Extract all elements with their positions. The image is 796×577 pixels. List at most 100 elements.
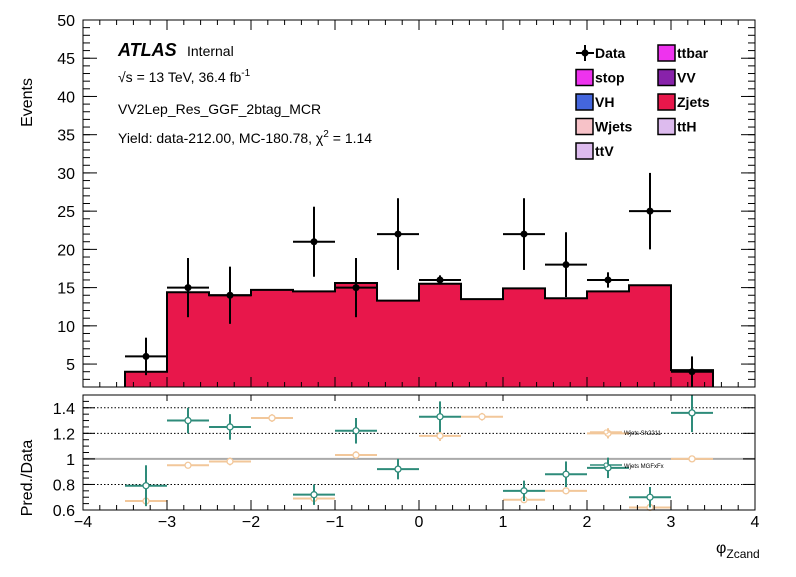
y-tick-label-top: 25	[57, 204, 75, 221]
ratio-legend-sh-dot	[603, 429, 609, 435]
top-histogram-layer	[124, 282, 714, 387]
ratio-data-layer	[125, 395, 713, 512]
zjets-bar	[503, 288, 545, 387]
ratio-legend-mg-dot	[603, 462, 609, 468]
y-axis-label-bottom: Pred./Data	[19, 440, 36, 517]
ratio-sh-point	[184, 416, 192, 425]
x-tick-label: 3	[667, 514, 676, 531]
bottom-frame	[82, 394, 756, 511]
data-point	[226, 291, 234, 299]
x-tick-label: 1	[499, 514, 508, 531]
zjets-bar	[629, 285, 671, 387]
ratio-sh-point	[352, 427, 360, 435]
zjets-bar	[125, 371, 167, 387]
ratio-sh-point	[436, 413, 444, 421]
ratio-mg-point	[436, 432, 444, 440]
y-tick-label-bottom: 1.4	[53, 401, 75, 418]
data-point	[352, 284, 360, 292]
x-tick-label: 0	[415, 514, 424, 531]
zjets-bar	[419, 283, 461, 387]
ratio-sh-point	[226, 423, 234, 431]
y-tick-label-top: 30	[57, 166, 75, 183]
legend-label-data: Data	[595, 45, 626, 61]
legend-swatch-ttv	[575, 142, 594, 160]
data-point	[646, 207, 654, 215]
top-data-layer	[125, 172, 713, 387]
data-point	[562, 261, 570, 269]
ratio-mg-point	[688, 455, 696, 463]
legend-swatch-vh	[575, 93, 594, 111]
y-tick-label-top: 20	[57, 242, 75, 259]
legend-swatch-vv	[657, 68, 676, 87]
x-axis-label-main: φ	[716, 540, 726, 557]
data-point	[604, 276, 612, 284]
ratio-sh-point	[394, 465, 402, 473]
zjets-bar	[545, 298, 587, 387]
energy-text: √s = 13 TeV, 36.4 fb	[118, 69, 241, 85]
axes-layer: −4 −3 −2 −1 0 1 2 3 451015202530354045500.60.811…	[53, 13, 760, 531]
y-tick-label-bottom: 0.8	[53, 477, 75, 494]
ratio-legend-mg: Wjets MGFxFx	[624, 464, 664, 470]
zjets-bar	[251, 289, 293, 387]
y-axis-label-top: Events	[19, 78, 36, 127]
ratio-sh-point	[646, 493, 654, 501]
y-tick-label-top: 35	[57, 128, 75, 145]
ratio-sh-point	[142, 482, 150, 490]
ratio-mg-point	[226, 457, 234, 466]
ratio-reference-layer	[83, 407, 755, 485]
internal-label: Internal	[187, 43, 234, 59]
legend-label-tth: ttH	[677, 119, 696, 135]
y-tick-label-top: 45	[57, 51, 75, 68]
data-point	[688, 368, 696, 376]
data-point	[520, 230, 528, 238]
ratio-sh-point	[310, 491, 318, 499]
x-tick-label: −2	[242, 514, 260, 531]
legend-label-zjets: Zjets	[677, 94, 710, 110]
legend-label-stop: stop	[595, 70, 625, 86]
legend-swatch-zjets	[657, 93, 676, 111]
data-point	[310, 238, 318, 246]
legend-swatch-ttbar	[657, 44, 676, 62]
x-tick-label: −3	[158, 514, 176, 531]
y-tick-label-top: 40	[57, 89, 75, 106]
legend-label-ttbar: ttbar	[677, 45, 709, 61]
ratio-mg-point	[184, 461, 192, 469]
legend-data-dot	[581, 49, 589, 57]
atlas-label: ATLAS	[117, 40, 177, 60]
legend-swatch-wjets	[575, 117, 594, 136]
y-tick-label-bottom: 0.6	[53, 503, 75, 520]
y-tick-label-top: 10	[57, 319, 75, 336]
ratio-mg-point	[562, 487, 570, 495]
data-point	[142, 352, 150, 360]
x-axis-label: φZcand	[716, 540, 760, 561]
legend-label-vh: VH	[595, 94, 614, 110]
legend-label-ttv: ttV	[595, 143, 614, 159]
energy-sup: -1	[241, 68, 250, 79]
x-tick-label: −1	[326, 514, 344, 531]
yield-label: Yield: data-212.00, MC-180.78, χ2 = 1.14	[118, 129, 372, 146]
zjets-bar	[293, 291, 335, 387]
ratio-sh-point	[520, 487, 528, 495]
ratio-legend-sh: Wjets Sh2211	[624, 431, 662, 437]
ratio-sh-point	[562, 470, 570, 478]
legend: Data ttbar stop VV VH Zjets Wjets ttH ttV	[575, 44, 710, 160]
energy-label: √s = 13 TeV, 36.4 fb-1	[118, 68, 251, 85]
ratio-mg-point	[268, 414, 276, 422]
y-tick-label-bottom: 1	[66, 452, 75, 469]
ratio-mg-point	[352, 451, 360, 459]
x-tick-label: 4	[751, 514, 760, 531]
ratio-sh-point	[688, 409, 696, 417]
yield-end: = 1.14	[329, 130, 372, 146]
zjets-bar	[587, 291, 629, 387]
legend-label-wjets: Wjets	[595, 119, 633, 135]
y-tick-label-top: 15	[57, 281, 75, 298]
x-tick-label: 2	[583, 514, 592, 531]
y-tick-label-top: 5	[66, 357, 75, 374]
zjets-bar	[461, 299, 503, 387]
y-tick-label-top: 50	[57, 13, 75, 30]
x-tick-label: −4	[74, 514, 92, 531]
yield-sup: 2	[323, 129, 329, 140]
y-tick-label-bottom: 1.2	[53, 426, 75, 443]
